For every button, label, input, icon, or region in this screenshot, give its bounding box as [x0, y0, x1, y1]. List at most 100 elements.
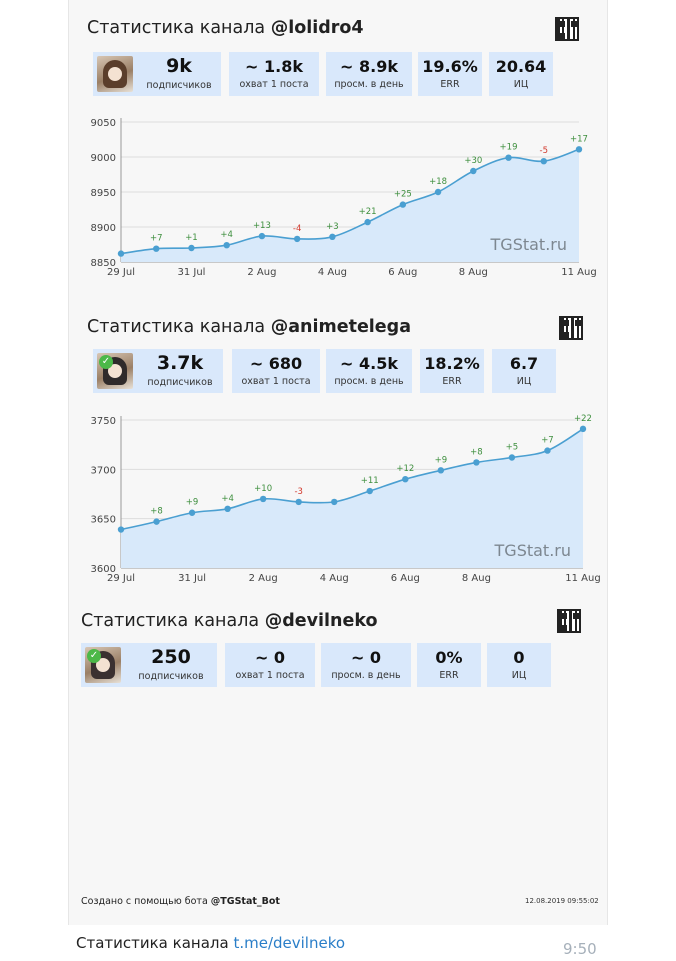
area-fill [121, 149, 579, 262]
channel-avatar: ✓ [85, 647, 121, 683]
delta-label: +3 [326, 222, 339, 232]
delta-label: +8 [150, 507, 163, 517]
delta-label: -5 [540, 146, 548, 156]
data-point [259, 495, 267, 503]
x-tick-label: 2 Aug [249, 573, 278, 584]
data-point [258, 232, 266, 240]
stat-value: 0 [513, 648, 525, 667]
footer-timestamp: 12.08.2019 09:55:02 [525, 897, 599, 905]
data-point [153, 245, 160, 252]
stat-daily-views: ~ 8.9k просм. в день [326, 52, 412, 96]
data-point [402, 476, 409, 483]
channel-handle: @devilneko [264, 611, 378, 631]
stat-label: ИЦ [511, 670, 527, 681]
data-point [188, 244, 195, 252]
stat-err: 0% ERR [417, 643, 481, 687]
qr-code-icon [557, 609, 581, 633]
watermark: TGStat.ru [490, 235, 567, 254]
x-tick-label: 29 Jul [107, 573, 135, 584]
stat-err: 18.2% ERR [420, 349, 484, 393]
delta-label: +1 [185, 233, 198, 243]
delta-label: +18 [429, 177, 447, 187]
stat-reach: ~ 680 охват 1 поста [232, 349, 320, 393]
stat-label: ИЦ [513, 79, 529, 90]
data-point [473, 459, 480, 466]
x-tick-label: 6 Aug [388, 267, 417, 278]
stat-citation-index: 20.64 ИЦ [489, 52, 553, 96]
x-tick-label: 29 Jul [107, 267, 135, 278]
y-tick-label: 8900 [91, 223, 116, 234]
y-tick-label: 3750 [91, 416, 116, 427]
y-tick-label: 8850 [91, 258, 116, 269]
channel-avatar [97, 56, 133, 92]
stat-citation-index: 6.7 ИЦ [492, 349, 556, 393]
delta-label: +10 [254, 484, 272, 494]
channel-handle: @lolidro4 [270, 18, 364, 38]
delta-label: +7 [541, 436, 554, 446]
x-tick-label: 31 Jul [177, 267, 205, 278]
footer-bot-handle: @TGStat_Bot [210, 896, 280, 907]
y-tick-label: 9050 [91, 118, 116, 129]
channel-link[interactable]: t.me/devilneko [233, 934, 346, 952]
stat-value: ~ 0 [350, 648, 382, 667]
delta-label: +13 [253, 221, 271, 231]
stat-daily-views: ~ 0 просм. в день [321, 643, 411, 687]
data-point [331, 498, 338, 506]
stat-label: охват 1 поста [235, 670, 305, 681]
delta-label: +9 [435, 455, 448, 465]
stat-label: просм. в день [334, 79, 404, 90]
stat-value: 250 [151, 646, 191, 668]
stats-image-card[interactable]: Статистика канала @lolidro4 9k подписчик… [68, 0, 608, 925]
stat-subscribers: ✓ 3.7k подписчиков [93, 349, 223, 393]
stat-label: просм. в день [334, 376, 404, 387]
data-point [364, 218, 371, 226]
stat-value: 20.64 [495, 57, 547, 76]
channel-title: Статистика канала @devilneko [81, 611, 378, 631]
data-point [329, 233, 336, 240]
stat-value: 19.6% [422, 57, 478, 76]
subscribers-chart: 3750 3700 3650 3600 TGStat.ru +8 +9 +4 +10 -3 +11 +… [91, 414, 601, 584]
stat-reach: ~ 0 охват 1 поста [225, 643, 315, 687]
area-fill [121, 428, 583, 568]
stat-label: подписчиков [138, 671, 204, 682]
delta-label: +9 [186, 498, 199, 508]
y-tick-label: 9000 [91, 153, 116, 164]
data-point [399, 201, 407, 208]
stat-value: 3.7k [156, 352, 204, 374]
message-time: 9:50 [563, 940, 597, 958]
stat-subscribers: 9k подписчиков [93, 52, 221, 96]
y-tick-label: 8950 [91, 188, 116, 199]
delta-label: -3 [294, 487, 302, 497]
delta-label: +8 [470, 447, 483, 457]
delta-label: +30 [464, 156, 482, 166]
y-tick-label: 3700 [91, 465, 116, 476]
delta-label: +5 [506, 442, 519, 452]
stat-value: ~ 4.5k [340, 354, 398, 373]
stat-label: ERR [439, 670, 459, 681]
subscribers-chart: 9050 9000 8950 8900 8850 TGStat.ru +7 +1 +4 +13 -4… [91, 118, 597, 278]
stat-label: подписчиков [146, 80, 212, 91]
data-point [579, 425, 587, 433]
channel-handle: @animetelega [270, 317, 412, 337]
y-tick-label: 3650 [91, 515, 116, 526]
stat-label: подписчиков [147, 377, 213, 388]
data-point [434, 188, 442, 196]
data-point [295, 498, 302, 506]
stat-citation-index: 0 ИЦ [487, 643, 551, 687]
stat-value: ~ 8.9k [340, 57, 398, 76]
delta-label: +21 [359, 207, 377, 217]
y-tick-label: 3600 [91, 564, 116, 575]
stat-value: 9k [166, 55, 192, 77]
x-tick-label: 6 Aug [391, 573, 420, 584]
stat-label: ERR [442, 376, 462, 387]
delta-label: +11 [361, 476, 379, 486]
qr-code-icon [555, 17, 579, 41]
channel-title: Статистика канала @lolidro4 [87, 18, 364, 38]
stat-label: охват 1 поста [239, 79, 309, 90]
x-tick-label: 31 Jul [178, 573, 206, 584]
data-point [293, 235, 301, 243]
stat-value: 6.7 [509, 354, 539, 373]
footer-credit: Создано с помощью бота @TGStat_Bot [81, 896, 280, 907]
data-point [470, 167, 477, 175]
stat-value: ~ 1.8k [245, 57, 303, 76]
